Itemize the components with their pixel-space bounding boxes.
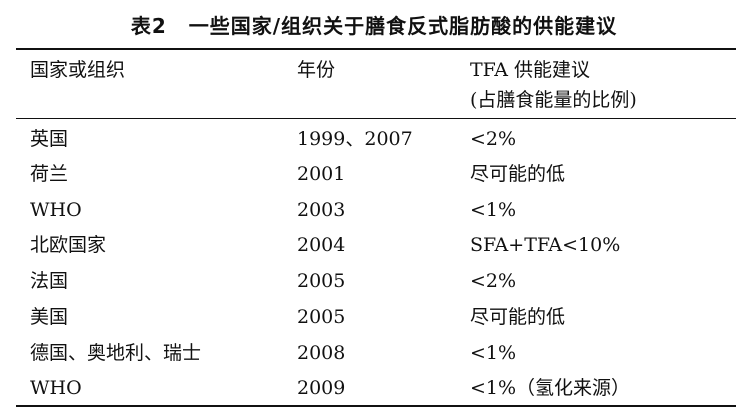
year-cell: 2004 (297, 234, 346, 256)
bottom-rule (16, 405, 736, 407)
recommendation-cell: <1%（氢化来源） (470, 377, 631, 399)
year-cell: 2003 (297, 199, 346, 221)
header-recommendation: TFA 供能建议 (470, 59, 590, 81)
org-cell: 英国 (30, 128, 69, 150)
org-cell: 德国、奥地利、瑞士 (30, 342, 202, 364)
org-cell: 美国 (30, 306, 69, 328)
recommendation-cell: 尽可能的低 (470, 306, 566, 328)
year-cell: 2001 (297, 163, 346, 185)
year-cell: 1999、2007 (297, 128, 413, 150)
header-rule (16, 118, 736, 119)
recommendation-cell: SFA+TFA<10% (470, 234, 621, 256)
top-rule (16, 48, 736, 50)
recommendation-cell: 尽可能的低 (470, 163, 566, 185)
org-cell: WHO (30, 199, 82, 221)
year-cell: 2005 (297, 306, 346, 328)
header-year: 年份 (297, 59, 336, 81)
recommendation-cell: <2% (470, 270, 517, 292)
org-cell: 法国 (30, 270, 69, 292)
recommendation-cell: <2% (470, 128, 517, 150)
table-title: 一些国家/组织关于膳食反式脂肪酸的供能建议 (188, 14, 618, 38)
org-cell: WHO (30, 377, 82, 399)
recommendation-cell: <1% (470, 199, 517, 221)
year-cell: 2009 (297, 377, 346, 399)
org-cell: 北欧国家 (30, 234, 107, 256)
table-number: 表2 (130, 14, 167, 38)
table-caption: 表2 一些国家/组织关于膳食反式脂肪酸的供能建议 (0, 10, 748, 39)
recommendation-cell: <1% (470, 342, 517, 364)
header-recommendation-sub: (占膳食能量的比例) (470, 89, 637, 111)
year-cell: 2005 (297, 270, 346, 292)
header-org: 国家或组织 (30, 59, 126, 81)
year-cell: 2008 (297, 342, 346, 364)
org-cell: 荷兰 (30, 163, 69, 185)
